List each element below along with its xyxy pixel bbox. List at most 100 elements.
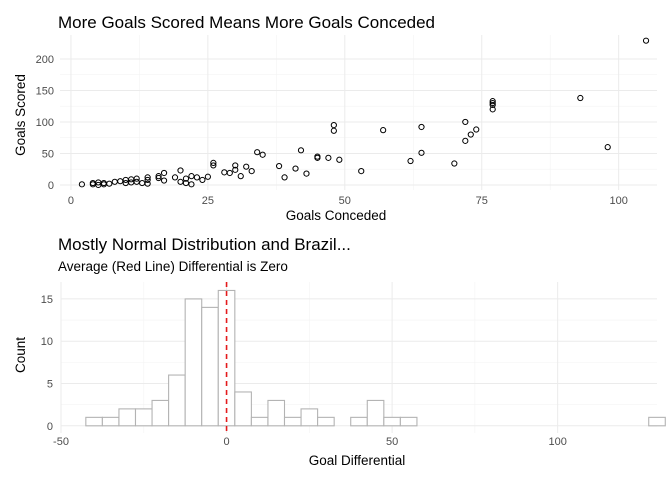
scatter-point (144, 176, 151, 184)
scatter-point (133, 178, 140, 185)
scatter-x-tick-label: 100 (609, 195, 627, 207)
histogram-x-tick-label: 0 (223, 436, 229, 448)
scatter-point (177, 167, 184, 174)
histogram-bar (399, 416, 418, 427)
scatter-point (248, 167, 255, 175)
scatter-x-tick-label: 25 (202, 195, 214, 207)
scatter-point (144, 180, 151, 187)
histogram-bar (168, 374, 186, 427)
histogram-bar (250, 416, 269, 427)
scatter-point (314, 153, 321, 160)
histogram-bar (85, 416, 103, 427)
histogram-y-axis-title: Count (13, 337, 28, 373)
scatter-point (193, 174, 201, 181)
histogram-bar (234, 391, 252, 427)
histogram-bar (300, 408, 319, 427)
scatter-point (199, 176, 206, 184)
histogram-x-axis-title: Goal Differential (309, 453, 406, 468)
scatter-point (232, 166, 239, 173)
scatter-point (336, 156, 343, 163)
scatter-point (330, 122, 337, 129)
scatter-x-axis-title: Goals Conceded (286, 208, 387, 223)
scatter-point (155, 173, 162, 180)
scatter-point (451, 160, 458, 167)
scatter-x-tick-label: 50 (339, 195, 351, 207)
scatter-point (604, 144, 611, 151)
scatter-point (111, 178, 118, 185)
scatter-point (281, 174, 288, 181)
scatter-plot: 0 25 50 75 100 0 50 100 150 200 (36, 35, 657, 207)
scatter-y-tick-label: 200 (36, 54, 54, 66)
scatter-x-tick-label: 75 (476, 195, 488, 207)
scatter-point (232, 162, 239, 169)
scatter-point (642, 37, 650, 44)
scatter-point (160, 177, 168, 184)
histogram-bar (383, 416, 401, 427)
histogram-x-tick-label: -50 (53, 436, 69, 448)
scatter-point (407, 157, 414, 165)
scatter-point (117, 178, 124, 185)
scatter-point (182, 175, 190, 182)
scatter-point (188, 173, 195, 180)
histogram-bar (184, 298, 203, 427)
scatter-point (380, 127, 387, 134)
scatter-point (155, 174, 162, 182)
histogram-title: Mostly Normal Distribution and Brazil... (58, 235, 351, 254)
scatter-point (160, 169, 168, 177)
scatter-x-tick-label: 0 (68, 195, 74, 207)
scatter-point (221, 169, 228, 176)
histogram-bar (350, 416, 368, 427)
scatter-point (489, 101, 496, 109)
histogram-x-tick-label: 50 (386, 436, 398, 448)
scatter-point (467, 131, 474, 138)
scatter-title: More Goals Scored Means More Goals Conce… (58, 13, 435, 32)
scatter-point (106, 180, 113, 187)
scatter-y-tick-label: 0 (48, 180, 54, 192)
histogram-bar (283, 416, 302, 427)
scatter-point (462, 118, 469, 126)
histogram-bar (366, 399, 385, 427)
scatter-point (237, 173, 244, 180)
scatter-point (171, 174, 179, 181)
scatter-point (577, 94, 584, 102)
histogram-bar (267, 399, 286, 427)
histogram-y-tick-label: 0 (47, 421, 53, 433)
scatter-point (418, 149, 425, 156)
scatter-point (473, 126, 480, 133)
scatter-point (489, 98, 496, 105)
scatter-point (297, 147, 305, 154)
histogram-bar (101, 416, 120, 427)
scatter-y-tick-label: 100 (36, 117, 54, 129)
scatter-point (358, 167, 365, 175)
scatter-point (204, 173, 211, 180)
scatter-point (177, 178, 184, 185)
histogram-bar (648, 416, 666, 427)
scatter-point (144, 174, 151, 181)
scatter-point (489, 99, 496, 107)
scatter-y-tick-label: 50 (42, 148, 54, 160)
histogram-bar (317, 416, 335, 427)
scatter-point (210, 159, 217, 167)
scatter-point (243, 163, 250, 170)
histogram-x-tick-label: 100 (548, 436, 566, 448)
histogram-bar (118, 408, 137, 427)
scatter-point (182, 179, 190, 187)
histogram-bar (134, 408, 153, 427)
histogram-y-tick-label: 15 (41, 294, 53, 306)
histogram-subtitle: Average (Red Line) Differential is Zero (58, 259, 288, 274)
scatter-y-tick-label: 150 (36, 85, 54, 97)
histogram-y-tick-label: 10 (41, 336, 53, 348)
scatter-point (259, 151, 266, 158)
scatter-point (462, 137, 469, 144)
scatter-point (489, 106, 496, 113)
histogram-bar (151, 399, 170, 427)
scatter-point (254, 149, 261, 156)
scatter-point (210, 162, 217, 169)
scatter-point (275, 162, 283, 170)
scatter-point (226, 169, 233, 177)
scatter-point (303, 170, 310, 177)
scatter-y-axis-title: Goals Scored (13, 74, 28, 156)
histogram-bar (201, 306, 219, 427)
